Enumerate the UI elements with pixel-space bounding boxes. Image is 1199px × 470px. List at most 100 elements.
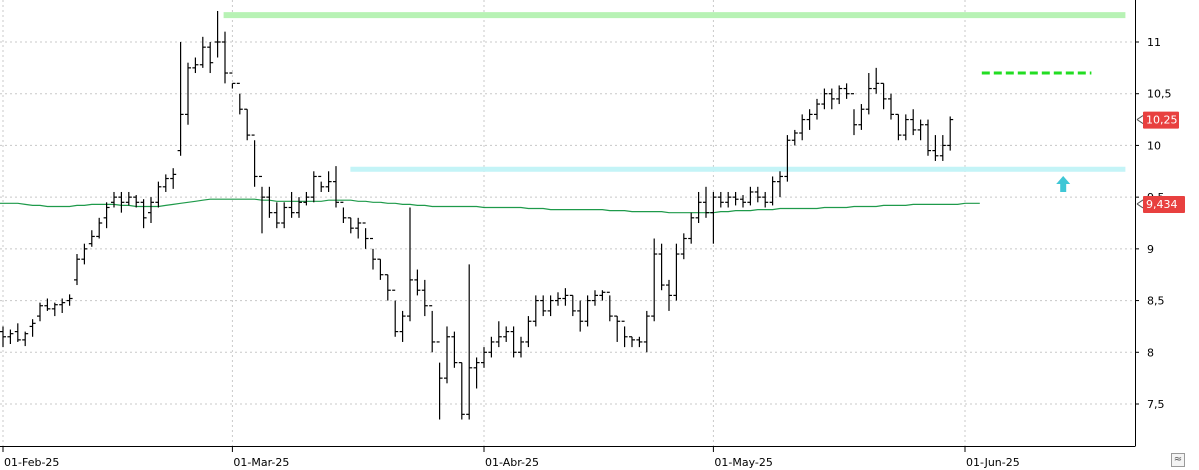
ohlc-bar bbox=[399, 310, 406, 342]
ohlc-bar bbox=[392, 289, 399, 337]
ohlc-bar bbox=[865, 73, 872, 115]
y-tick-label: 10,5 bbox=[1147, 88, 1172, 101]
ohlc-bar bbox=[791, 129, 798, 146]
ohlc-bar bbox=[902, 114, 909, 141]
ohlc-bar bbox=[0, 326, 6, 348]
ohlc-bar bbox=[873, 67, 880, 94]
ohlc-bar bbox=[451, 331, 458, 368]
ohlc-bar bbox=[754, 186, 761, 203]
x-tick-label: 01-Mar-25 bbox=[233, 456, 289, 469]
chart-grid bbox=[0, 0, 1135, 446]
ohlc-bar bbox=[340, 201, 347, 223]
ohlc-bar bbox=[414, 269, 421, 296]
ohlc-bar bbox=[458, 362, 465, 420]
ohlc-bar bbox=[140, 199, 147, 229]
ohlc-bar bbox=[910, 109, 917, 136]
ohlc-bar bbox=[7, 329, 14, 345]
scale-toggle-icon[interactable]: ≈ bbox=[1171, 453, 1185, 467]
ohlc-bar bbox=[296, 197, 302, 218]
ohlc-bar bbox=[562, 288, 569, 306]
ohlc-bar bbox=[251, 134, 258, 187]
ohlc-bar bbox=[44, 298, 51, 311]
ohlc-bar bbox=[222, 31, 228, 84]
y-tick-label: 8,5 bbox=[1147, 295, 1165, 308]
ohlc-bar bbox=[925, 119, 931, 156]
last-price-value: 10,25 bbox=[1146, 114, 1178, 127]
last-price-pointer-icon bbox=[1136, 115, 1144, 124]
ohlc-bar bbox=[377, 258, 384, 280]
ohlc-bar bbox=[688, 212, 695, 244]
ohlc-bar bbox=[96, 217, 103, 239]
ohlc-bar bbox=[606, 291, 613, 322]
ohlc-bar bbox=[540, 295, 547, 317]
ohlc-bar bbox=[740, 195, 746, 208]
ohlc-bar bbox=[636, 336, 643, 348]
ohlc-bar bbox=[444, 326, 450, 384]
ohlc-bar bbox=[325, 171, 332, 192]
ohlc-bar bbox=[828, 88, 835, 110]
moving-average-badge bbox=[1143, 195, 1185, 213]
ohlc-bar bbox=[525, 316, 532, 348]
ohlc-bar bbox=[651, 238, 658, 322]
ohlc-bar bbox=[481, 347, 487, 368]
ohlc-bar bbox=[384, 274, 391, 301]
ohlc-bar bbox=[732, 191, 739, 206]
y-tick-label: 11 bbox=[1147, 36, 1161, 49]
ohlc-bar bbox=[118, 191, 125, 213]
ohlc-bar bbox=[577, 300, 584, 332]
ohlc-bar bbox=[503, 326, 510, 342]
ohlc-bar bbox=[466, 264, 473, 420]
ohlc-bar bbox=[51, 302, 58, 317]
ohlc-bar bbox=[473, 357, 480, 389]
ohlc-bar bbox=[429, 305, 436, 353]
ohlc-bar bbox=[932, 135, 939, 161]
ohlc-bar bbox=[821, 88, 828, 110]
ohlc-bar bbox=[148, 197, 154, 223]
ohlc-bar bbox=[436, 341, 443, 420]
breakout-arrow-icon bbox=[1056, 175, 1071, 192]
ohlc-bar bbox=[133, 195, 140, 208]
y-tick-label: 7,5 bbox=[1147, 398, 1165, 411]
ohlc-bar bbox=[266, 186, 273, 218]
ohlc-bar bbox=[814, 98, 820, 120]
ohlc-bar bbox=[22, 331, 29, 347]
ohlc-bar bbox=[895, 113, 902, 141]
ohlc-bar bbox=[103, 202, 110, 229]
ohlc-bar bbox=[407, 207, 413, 322]
ohlc-bar bbox=[362, 222, 369, 249]
ohlc-bar bbox=[673, 243, 680, 301]
ohlc-bar bbox=[111, 191, 117, 208]
ohlc-bar bbox=[629, 336, 635, 348]
ohlc-bar bbox=[777, 171, 783, 198]
ohlc-bar bbox=[14, 323, 21, 342]
ohlc-bar bbox=[192, 57, 199, 74]
ohlc-bar bbox=[207, 42, 214, 74]
ohlc-bar bbox=[888, 93, 894, 120]
ohlc-bar bbox=[717, 191, 724, 208]
ohlc-bar bbox=[917, 119, 924, 141]
ohlc-bar bbox=[59, 298, 66, 313]
ohlc-bar bbox=[658, 243, 665, 291]
ohlc-bar bbox=[88, 230, 95, 247]
ohlc-bar bbox=[939, 135, 946, 161]
ohlc-bar bbox=[281, 202, 288, 229]
ohlc-bar bbox=[318, 175, 325, 192]
ohlc-bars bbox=[0, 10, 954, 420]
ohlc-bar bbox=[488, 336, 495, 358]
ohlc-bar bbox=[29, 319, 36, 337]
last-price-badge bbox=[1143, 111, 1179, 129]
ohlc-bar bbox=[947, 116, 954, 151]
ohlc-bar bbox=[621, 320, 628, 348]
ohlc-bar bbox=[695, 191, 702, 223]
ohlc-bar bbox=[710, 191, 717, 244]
x-tick-label: 01-Abr-25 bbox=[485, 456, 539, 469]
ohlc-bar bbox=[836, 85, 843, 105]
ohlc-bar bbox=[333, 166, 339, 208]
ohlc-bar bbox=[244, 108, 251, 141]
level-lines bbox=[223, 12, 1126, 172]
ohlc-bar bbox=[762, 191, 769, 208]
ohlc-bar bbox=[347, 217, 354, 234]
ohlc-bar bbox=[584, 295, 591, 327]
